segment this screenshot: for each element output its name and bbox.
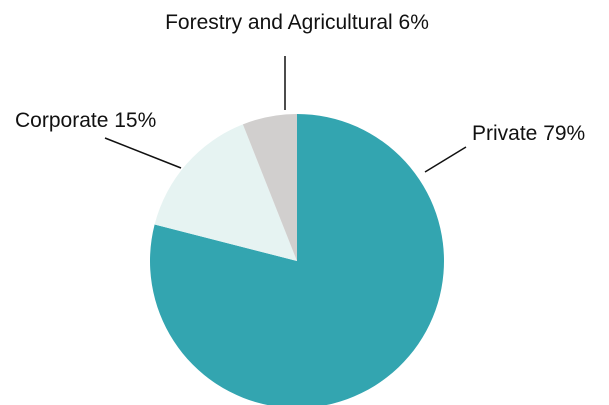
slice-label: Corporate 15% bbox=[15, 109, 156, 132]
slice-label: Forestry and Agricultural 6% bbox=[165, 11, 429, 34]
pie-slice bbox=[242, 114, 297, 261]
pie-slice bbox=[150, 114, 444, 405]
value-label: 6% bbox=[399, 11, 429, 34]
category: Corporate bbox=[15, 109, 108, 132]
value-label: 79% bbox=[543, 122, 585, 145]
pie bbox=[150, 114, 444, 405]
leader-line bbox=[104, 137, 182, 169]
leader-line bbox=[424, 146, 467, 173]
value-label: 15% bbox=[114, 109, 156, 132]
slice-label: Private 79% bbox=[472, 122, 585, 145]
category: Forestry and Agricultural bbox=[165, 11, 393, 34]
pie-slice bbox=[154, 124, 297, 262]
category: Private bbox=[472, 122, 537, 145]
